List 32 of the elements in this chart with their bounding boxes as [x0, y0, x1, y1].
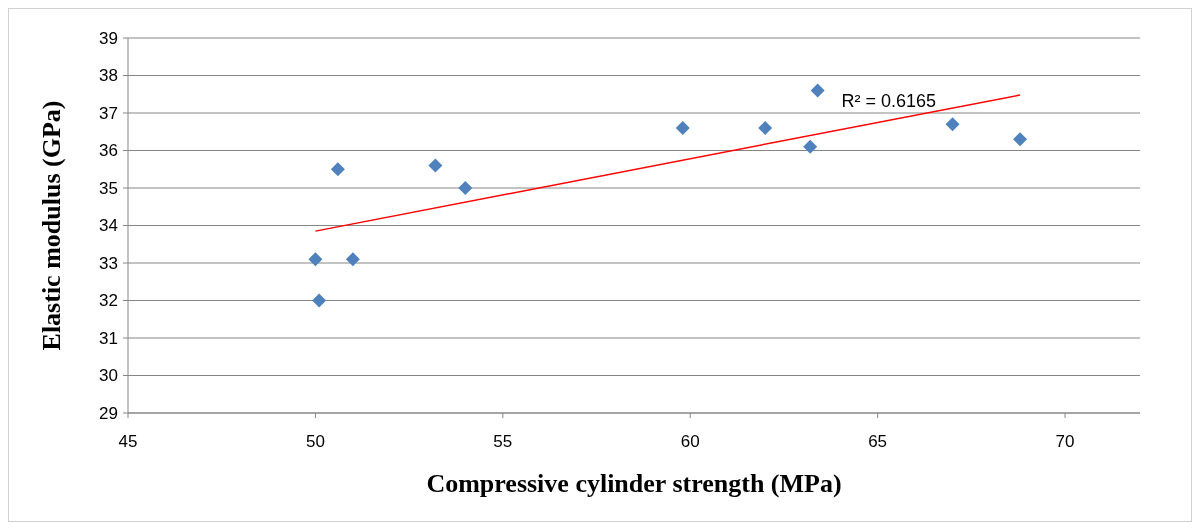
point	[810, 83, 825, 98]
x-axis-title: Compressive cylinder strength (MPa)	[426, 469, 842, 498]
x-tick-label: 70	[1055, 432, 1075, 451]
x-tick-label: 50	[305, 432, 325, 451]
y-tick-label: 31	[99, 328, 118, 348]
point	[312, 293, 327, 308]
y-tick-label: 36	[99, 141, 118, 161]
x-tick-label: 55	[493, 432, 513, 451]
point	[1013, 132, 1028, 147]
y-tick-label: 29	[99, 403, 118, 423]
annotation: R² = 0.6165	[841, 91, 937, 111]
point	[345, 252, 360, 267]
y-tick-label: 37	[99, 103, 118, 123]
point	[308, 252, 323, 267]
point	[428, 158, 443, 173]
y-tick-label: 34	[99, 216, 118, 236]
x-tick-label: 45	[118, 432, 138, 451]
point	[758, 121, 773, 135]
y-axis-title: Elastic modulus (GPa)	[37, 100, 66, 351]
y-tick-label: 30	[99, 366, 118, 386]
y-tick-label: 38	[99, 66, 118, 86]
point	[458, 181, 473, 195]
y-tick-label: 32	[99, 291, 118, 311]
y-tick-label: 33	[99, 253, 118, 273]
y-tick-label: 39	[99, 28, 118, 48]
point	[330, 162, 345, 177]
point	[803, 139, 818, 154]
point	[675, 121, 690, 135]
x-tick-label: 60	[680, 432, 700, 451]
y-tick-label: 35	[99, 178, 118, 198]
point	[945, 117, 960, 132]
x-tick-label: 65	[868, 432, 888, 451]
